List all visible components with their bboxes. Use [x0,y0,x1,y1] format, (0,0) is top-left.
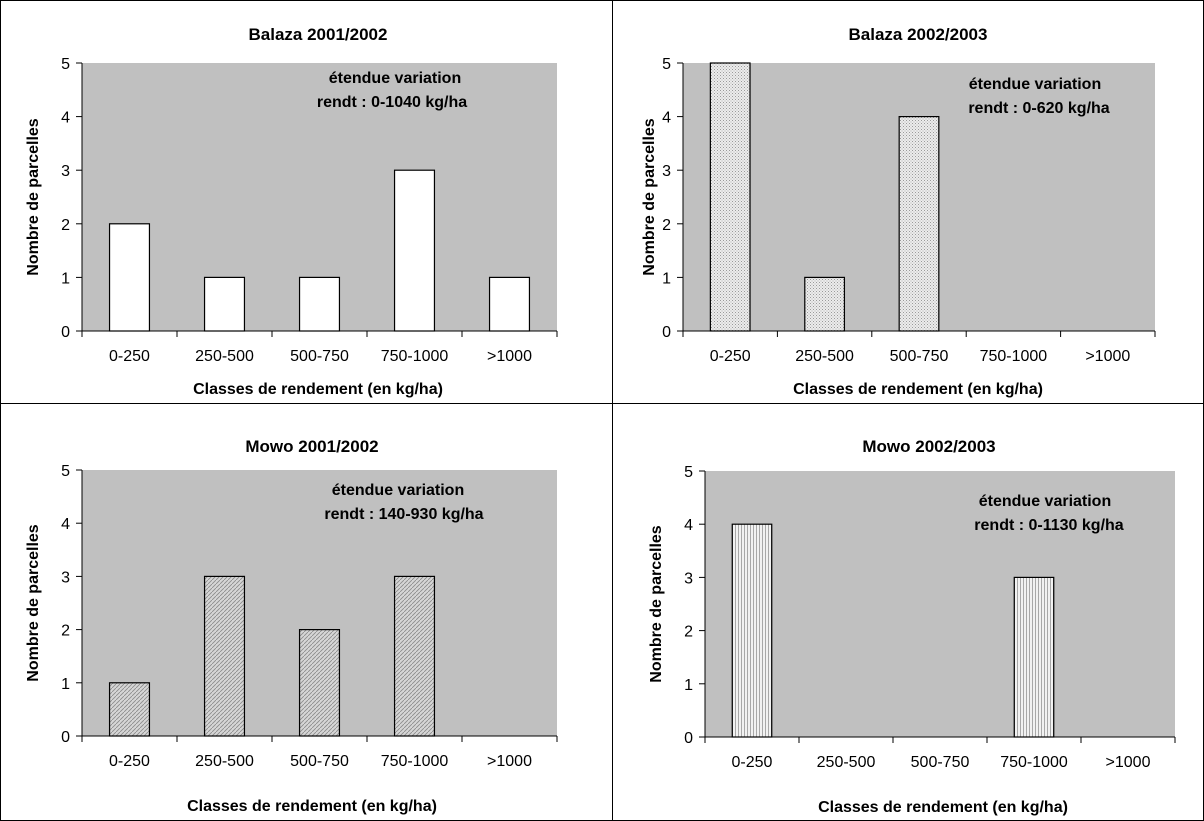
bar-0-250 [108,223,151,332]
y-tick-label: 2 [61,623,70,640]
y-tick-label: 4 [662,110,671,127]
annotation-line-2: rendt : 140-930 kg/ha [324,506,483,523]
y-tick-label: 4 [61,516,70,533]
plot-area [705,471,1175,737]
annotation-line-1: étendue variation [329,70,461,87]
x-tick-label: 0-250 [109,348,150,365]
y-tick-label: 0 [61,729,70,746]
y-tick-label: 0 [662,324,671,341]
y-axis-label: Nombre de parcelles [25,524,42,682]
y-tick-label: 1 [61,270,70,287]
x-tick-label: >1000 [1085,348,1130,365]
chart-balaza-2001-2002: Balaza 2001/2002 Nombre de parcelles Cla… [25,25,558,398]
x-tick-label: 500-750 [911,754,970,771]
x-tick-label: 750-1000 [381,348,449,365]
bar-500-750 [298,276,341,332]
y-axis-label: Nombre de parcelles [648,525,665,683]
bar-500-750 [298,628,341,737]
y-tick-label: 5 [61,56,70,73]
bar-250-500 [203,276,246,332]
y-axis-label: Nombre de parcelles [25,118,42,276]
y-tick-label: 0 [61,324,70,341]
bar-0-250 [731,523,773,738]
bar-750-1000 [1013,576,1055,738]
x-tick-label: 750-1000 [381,753,449,770]
annotation-line-2: rendt : 0-620 kg/ha [968,100,1109,117]
x-axis-label: Classes de rendement (en kg/ha) [193,381,443,398]
y-tick-label: 1 [662,270,671,287]
x-tick-label: 0-250 [732,754,773,771]
annotation-line-2: rendt : 0-1130 kg/ha [974,517,1123,534]
x-tick-label: 250-500 [795,348,854,365]
y-tick-label: 4 [684,517,693,534]
y-tick-label: 0 [684,730,693,747]
y-tick-label: 2 [662,217,671,234]
x-tick-label: >1000 [487,348,532,365]
x-tick-label: 750-1000 [980,348,1048,365]
y-tick-label: 5 [684,464,693,481]
y-tick-label: 3 [61,163,70,180]
x-tick-label: >1000 [487,753,532,770]
bar-500-750 [898,115,940,332]
x-tick-label: 0-250 [710,348,751,365]
annotation-line-1: étendue variation [969,76,1101,93]
chart-title: Balaza 2002/2003 [849,25,988,44]
x-axis-label: Classes de rendement (en kg/ha) [818,799,1068,816]
x-tick-label: 250-500 [195,348,254,365]
bar-750-1000 [393,169,436,332]
x-tick-label: 500-750 [890,348,949,365]
annotation-line-2: rendt : 0-1040 kg/ha [317,94,467,111]
y-tick-label: 3 [662,163,671,180]
y-tick-label: 2 [684,624,693,641]
annotation-line-1: étendue variation [979,493,1111,510]
y-tick-label: 5 [662,56,671,73]
y-tick-label: 3 [61,569,70,586]
x-tick-label: 250-500 [195,753,254,770]
bar-750-1000 [393,575,436,737]
chart-title: Balaza 2001/2002 [249,25,388,44]
bar-0-250 [709,62,751,332]
x-tick-label: >1000 [1106,754,1151,771]
bar-1000 [488,276,531,332]
chart-title: Mowo 2002/2003 [862,437,995,456]
bar-0-250 [108,682,151,737]
x-tick-label: 750-1000 [1000,754,1068,771]
chart-balaza-2002-2003: Balaza 2002/2003 Nombre de parcelles Cla… [641,25,1156,398]
annotation-line-1: étendue variation [332,482,464,499]
y-tick-label: 5 [61,463,70,480]
x-tick-label: 500-750 [290,348,349,365]
y-tick-label: 1 [684,677,693,694]
chart-title: Mowo 2001/2002 [245,437,378,456]
y-tick-label: 2 [61,217,70,234]
x-tick-label: 500-750 [290,753,349,770]
chart-mowo-2002-2003: Mowo 2002/2003 Nombre de parcelles Class… [648,437,1176,816]
chart-mowo-2001-2002: Mowo 2001/2002 Nombre de parcelles Class… [25,437,558,815]
y-tick-label: 1 [61,676,70,693]
x-tick-label: 250-500 [817,754,876,771]
x-tick-label: 0-250 [109,753,150,770]
x-axis-label: Classes de rendement (en kg/ha) [187,798,437,815]
y-tick-label: 4 [61,110,70,127]
y-axis-label: Nombre de parcelles [641,118,658,276]
y-tick-label: 3 [684,570,693,587]
x-axis-label: Classes de rendement (en kg/ha) [793,381,1043,398]
bar-250-500 [804,276,846,332]
bar-250-500 [203,575,246,737]
